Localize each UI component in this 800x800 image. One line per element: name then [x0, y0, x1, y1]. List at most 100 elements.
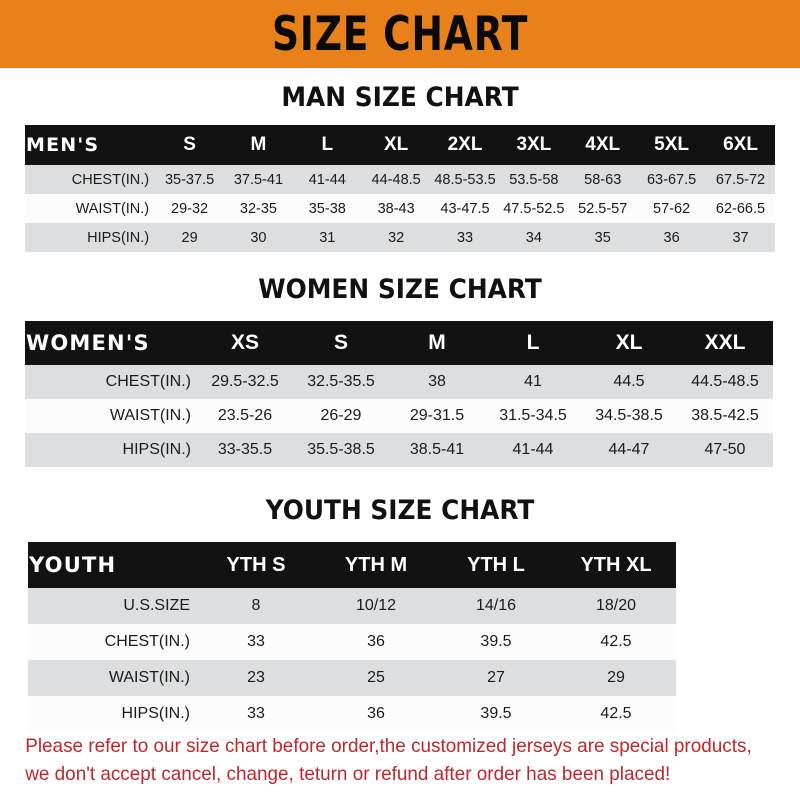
women-cell: 33-35.5	[217, 441, 273, 458]
men-cell: 32-35	[239, 200, 277, 217]
youth-size-header: YTH L	[467, 553, 525, 576]
men-cell: 32	[388, 229, 405, 246]
men-cell: 41-44	[308, 171, 346, 188]
men-size-header: M	[250, 134, 267, 155]
table-row: WAIST(IN.) 23.5-26 26-29 29-31.5 31.5-34…	[25, 399, 773, 433]
men-cell: 62-66.5	[715, 200, 766, 217]
women-cell: 38.5-42.5	[691, 407, 759, 424]
men-cell: 31	[319, 229, 336, 246]
women-size-header: XL	[615, 331, 643, 354]
men-cell: 53.5-58	[509, 171, 559, 188]
men-cell: 63-67.5	[646, 171, 697, 188]
page-title: SIZE CHART	[271, 6, 529, 62]
men-size-header: L	[321, 134, 334, 155]
men-cell: 57-62	[653, 200, 691, 217]
men-cell: 36	[663, 229, 680, 246]
women-cell: 47-50	[704, 441, 746, 458]
women-cell: 31.5-34.5	[499, 407, 567, 424]
youth-cell: 39.5	[480, 705, 512, 722]
men-cell: 67.5-72	[715, 171, 766, 188]
men-cell: 29	[181, 229, 198, 246]
youth-cell: 25	[367, 669, 385, 686]
youth-size-header: YTH S	[226, 553, 286, 576]
men-corner-label: MEN'S	[26, 134, 100, 156]
men-size-table: MEN'S S M L XL 2XL 3XL 4XL 5XL 6XL CHEST…	[25, 125, 775, 252]
table-row: HIPS(IN.) 33 36 39.5 42.5	[28, 696, 772, 732]
table-row: HIPS(IN.) 33-35.5 35.5-38.5 38.5-41 41-4…	[25, 433, 773, 467]
men-cell: 44-48.5	[371, 171, 421, 188]
youth-cell: 42.5	[600, 705, 632, 722]
men-cell: 33	[456, 229, 474, 246]
youth-header-row: YOUTH YTH S YTH M YTH L YTH XL	[28, 542, 772, 588]
women-corner-label: WOMEN'S	[26, 331, 150, 355]
youth-cell: 8	[251, 597, 261, 614]
table-row: U.S.SIZE 8 10/12 14/16 18/20	[28, 588, 772, 624]
men-cell: 29-32	[171, 200, 209, 217]
footer-disclaimer: Please refer to our size chart before or…	[0, 732, 776, 789]
youth-cell: 36	[367, 633, 385, 650]
men-size-header: 2XL	[447, 134, 483, 155]
footer-line-1: Please refer to our size chart before or…	[25, 735, 752, 757]
women-cell: 38.5-41	[409, 441, 465, 458]
men-table-body: MEN'S S M L XL 2XL 3XL 4XL 5XL 6XL CHEST…	[25, 125, 775, 252]
youth-size-header: YTH M	[344, 553, 408, 576]
table-row: HIPS(IN.) 29 30 31 32 33 34 35 36 37	[25, 223, 775, 252]
men-section-title: MAN SIZE CHART	[281, 82, 519, 113]
women-row-label: CHEST(IN.)	[105, 373, 191, 390]
men-row-label: WAIST(IN.)	[75, 200, 150, 217]
table-row: CHEST(IN.) 29.5-32.5 32.5-35.5 38 41 44.…	[25, 365, 773, 399]
women-header-row: WOMEN'S XS S M L XL XXL	[25, 321, 773, 365]
youth-cell: 10/12	[355, 597, 397, 614]
men-size-header: 5XL	[654, 134, 690, 155]
table-row: CHEST(IN.) 33 36 39.5 42.5	[28, 624, 772, 660]
women-cell: 44-47	[608, 441, 650, 458]
youth-cell-spacer	[676, 588, 772, 624]
youth-cell-spacer	[676, 624, 772, 660]
women-row-label: WAIST(IN.)	[109, 407, 191, 424]
youth-cell: 42.5	[600, 633, 632, 650]
men-table-wrapper: MEN'S S M L XL 2XL 3XL 4XL 5XL 6XL CHEST…	[0, 125, 800, 252]
youth-row-label: U.S.SIZE	[123, 597, 190, 614]
men-cell: 58-63	[584, 171, 622, 188]
men-cell: 35-37.5	[164, 171, 215, 188]
women-section-title: WOMEN SIZE CHART	[258, 274, 542, 305]
women-cell: 26-29	[320, 407, 362, 424]
youth-section-title: YOUTH SIZE CHART	[265, 495, 535, 526]
men-cell: 30	[250, 229, 267, 246]
men-cell: 43-47.5	[440, 200, 490, 217]
table-row: WAIST(IN.) 29-32 32-35 35-38 38-43 43-47…	[25, 194, 775, 223]
women-cell: 32.5-35.5	[307, 373, 375, 390]
men-cell: 52.5-57	[578, 200, 628, 217]
men-size-header: 3XL	[516, 134, 552, 155]
men-cell: 48.5-53.5	[434, 171, 496, 188]
men-size-header: S	[183, 134, 196, 155]
youth-cell: 33	[247, 633, 265, 650]
youth-table-body: YOUTH YTH S YTH M YTH L YTH XL U.S.SIZE …	[28, 542, 772, 732]
men-size-header: 6XL	[723, 134, 758, 155]
youth-cell: 27	[487, 669, 505, 686]
women-cell: 29-31.5	[409, 407, 465, 424]
men-row-label: CHEST(IN.)	[71, 171, 150, 188]
youth-cell: 33	[247, 705, 265, 722]
women-cell: 38	[428, 373, 446, 390]
youth-cell: 14/16	[475, 597, 517, 614]
youth-cell: 29	[607, 669, 625, 686]
youth-size-table: YOUTH YTH S YTH M YTH L YTH XL U.S.SIZE …	[28, 542, 772, 732]
youth-row-label: CHEST(IN.)	[104, 633, 190, 650]
youth-cell: 23	[247, 669, 265, 686]
women-table-body: WOMEN'S XS S M L XL XXL CHEST(IN.) 29.5-…	[25, 321, 773, 467]
youth-size-header: YTH XL	[580, 553, 652, 576]
women-cell: 35.5-38.5	[307, 441, 375, 458]
youth-table-wrapper: YOUTH YTH S YTH M YTH L YTH XL U.S.SIZE …	[0, 542, 800, 732]
men-size-header: 4XL	[585, 134, 621, 155]
men-cell: 37.5-41	[233, 171, 284, 188]
youth-corner-label: YOUTH	[29, 553, 117, 577]
men-cell: 47.5-52.5	[503, 200, 565, 217]
women-size-header: M	[428, 331, 446, 354]
women-cell: 44.5	[613, 373, 645, 390]
table-row: CHEST(IN.) 35-37.5 37.5-41 41-44 44-48.5…	[25, 165, 775, 194]
men-cell: 35	[594, 229, 611, 246]
youth-row-label: WAIST(IN.)	[108, 669, 190, 686]
women-cell: 44.5-48.5	[691, 373, 759, 390]
